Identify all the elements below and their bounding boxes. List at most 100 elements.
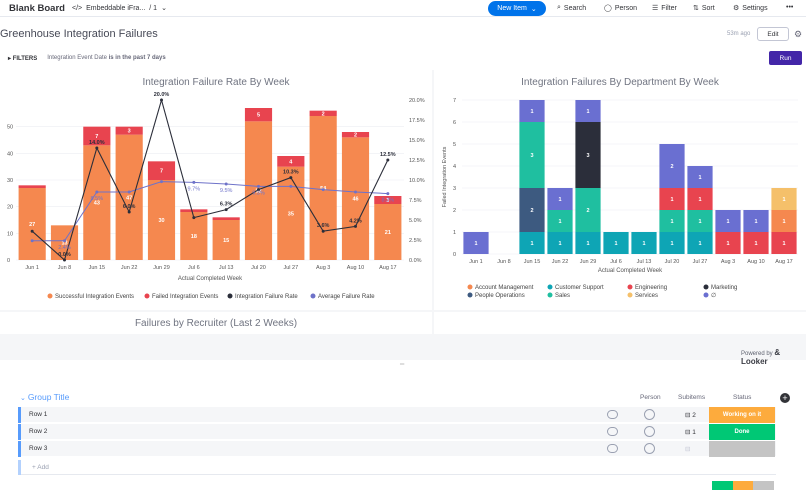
person-avatar-icon[interactable] <box>644 426 655 437</box>
status-cell[interactable] <box>709 441 775 457</box>
sort-button[interactable]: ⇅ Sort <box>693 4 715 13</box>
bar-successful <box>341 137 370 260</box>
add-item-row[interactable]: + Add <box>18 460 776 475</box>
resize-handle[interactable]: ═ <box>400 362 405 368</box>
updates-icon[interactable] <box>607 410 618 419</box>
edit-button[interactable]: Edit <box>757 27 789 41</box>
more-options-button[interactable]: ••• <box>786 4 794 11</box>
y-tick-label: 4 <box>453 164 456 170</box>
settings-button[interactable]: ⚙ Settings <box>733 4 768 13</box>
legend-swatch <box>627 292 633 298</box>
bar-failed <box>180 209 208 212</box>
row-name[interactable]: Row 1 <box>29 411 48 418</box>
legend-swatch <box>467 292 473 298</box>
board-title[interactable]: Blank Board <box>9 3 65 14</box>
subitems-cell[interactable]: ⊟ 1 <box>685 428 696 436</box>
bar-successful <box>180 212 208 260</box>
y-tick-label: 2 <box>453 208 456 214</box>
y2-tick-label: 2.5% <box>409 238 422 244</box>
stacked-bar-segment <box>659 144 685 188</box>
y-tick-label: 0 <box>7 258 10 264</box>
chevron-down-icon[interactable]: ⌄ <box>530 5 537 13</box>
bar-successful <box>147 180 176 260</box>
bar-label: 35 <box>288 211 294 217</box>
y-tick-label: 1 <box>453 230 456 236</box>
status-cell[interactable]: Working on it <box>709 407 775 423</box>
y2-tick-label: 7.5% <box>409 198 422 204</box>
embed-view-tab[interactable]: </> Embeddable iFra... / 1 ⌄ <box>72 4 167 13</box>
bar-label: 1 <box>670 219 673 225</box>
empty-tile <box>434 312 806 334</box>
column-header-status[interactable]: Status <box>733 394 752 401</box>
updates-icon[interactable] <box>607 444 618 453</box>
settings-label: Settings <box>742 4 768 12</box>
y2-tick-label: 17.5% <box>409 118 425 124</box>
gear-icon[interactable]: ⚙ <box>794 29 803 39</box>
add-item-input[interactable]: + Add <box>32 464 49 471</box>
line-point <box>289 176 293 180</box>
stacked-bar-segment <box>575 232 601 254</box>
x-tick-label: Jun 22 <box>552 259 569 265</box>
row-name[interactable]: Row 2 <box>29 428 48 435</box>
x-axis-title: Actual Completed Week <box>178 276 243 282</box>
person-avatar-icon[interactable] <box>644 443 655 454</box>
bar-label: 3 <box>386 198 389 204</box>
legend-swatch <box>547 292 553 298</box>
stacked-bar-segment <box>547 232 573 254</box>
person-avatar-icon[interactable] <box>644 409 655 420</box>
stacked-bar-segment <box>575 100 601 122</box>
failure-rate-chart[interactable]: 0 10 20 30 40 50 0.0% 2.5% 5.0% 7.5% 10.0% 12.5% 15.… <box>0 70 432 310</box>
legend-label: Customer Support <box>555 285 604 291</box>
row-name[interactable]: Row 3 <box>29 445 48 452</box>
x-tick-label: Aug 17 <box>379 265 396 271</box>
avg-label: 8.3% <box>382 198 395 204</box>
legend-swatch <box>144 293 150 299</box>
line-point <box>224 182 228 186</box>
bar-failed <box>18 185 46 188</box>
department-chart[interactable]: 0 1 2 3 4 5 6 7 1 Jun 1 Jun 8 1 2 3 1 Jun 15 1 1 1 Jun 22 1 2… <box>434 70 806 310</box>
bar-label: 3 <box>586 153 589 159</box>
line-point <box>63 239 66 243</box>
subitems-cell[interactable]: ⊟ <box>685 445 690 453</box>
stacked-bar-segment <box>659 210 685 232</box>
status-cell[interactable]: Done <box>709 424 775 440</box>
y-tick-label: 10 <box>7 231 13 237</box>
row-color-bar <box>18 407 21 423</box>
updates-icon[interactable] <box>607 427 618 436</box>
legend-swatch <box>627 284 633 290</box>
search-button[interactable]: ⌕ Search <box>557 4 586 12</box>
embed-view-label: Embeddable iFra... <box>86 4 146 12</box>
bar-label: 5 <box>257 113 260 119</box>
filters-bar[interactable]: ▸ FILTERS Integration Event Date is in t… <box>8 55 166 62</box>
legend-swatch <box>47 293 53 299</box>
table-row[interactable]: Row 2 ⊟ 1 Done <box>18 424 776 440</box>
group-title[interactable]: ⌄ Group Title <box>20 392 69 402</box>
rate-label: 6.0% <box>123 204 136 210</box>
filter-button[interactable]: ☰ Filter <box>652 4 677 13</box>
y-tick-label: 50 <box>7 125 13 131</box>
bar-label: 46 <box>352 197 358 203</box>
column-header-subitems[interactable]: Subitems <box>678 394 706 401</box>
column-header-person[interactable]: Person <box>640 394 661 401</box>
chevron-down-icon[interactable]: ⌄ <box>20 395 28 402</box>
table-row[interactable]: Row 1 ⊟ 2 Working on it <box>18 407 776 423</box>
rate-label: 4.2% <box>349 218 362 224</box>
table-row[interactable]: Row 3 ⊟ <box>18 441 776 457</box>
y-tick-label: 30 <box>7 178 13 184</box>
subitems-cell[interactable]: ⊟ 2 <box>685 411 696 419</box>
filter-condition: is in the past 7 days <box>108 55 166 61</box>
bar-label: 1 <box>698 241 701 247</box>
stacked-bar-segment <box>743 232 769 254</box>
run-button[interactable]: Run <box>769 51 802 65</box>
bar-label: 1 <box>670 197 673 203</box>
bar-failed <box>309 110 337 116</box>
line-point <box>30 229 34 233</box>
line-point <box>127 210 131 214</box>
y-tick-label: 5 <box>453 142 456 148</box>
summary-segment <box>753 481 775 490</box>
add-column-button[interactable]: + <box>780 393 790 403</box>
person-filter-button[interactable]: ◯ Person <box>604 4 637 13</box>
line-point <box>160 98 163 102</box>
bar-failed <box>374 196 402 204</box>
new-item-button[interactable]: New Item ⌄ <box>488 1 546 16</box>
